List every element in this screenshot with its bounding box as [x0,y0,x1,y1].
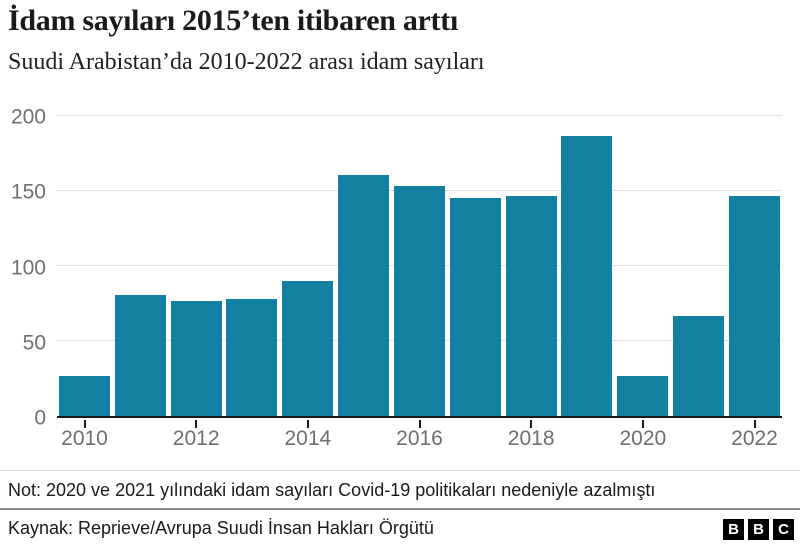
chart-title: İdam sayıları 2015’ten itibaren arttı [8,4,458,37]
bar-2018 [505,196,557,416]
bar-2015 [338,175,390,416]
x-axis-tick-2010 [83,420,86,428]
x-axis-tick-2012 [195,420,198,428]
bbc-logo-block-b: B [723,519,744,540]
bar-2021 [673,315,725,416]
footer: Kaynak: Reprieve/Avrupa Suudi İnsan Hakl… [0,510,800,547]
bar-2022 [728,196,780,416]
bbc-logo-block-c: C [773,519,794,540]
source-text: Kaynak: Reprieve/Avrupa Suudi İnsan Hakl… [8,518,434,538]
bar-2014 [282,281,334,416]
bar-2010 [59,375,110,416]
y-axis-label-150: 150 [10,180,46,204]
bar-2017 [449,197,501,416]
x-axis-label-2016: 2016 [396,427,443,450]
note-band: Not: 2020 ve 2021 yılındaki idam sayılar… [0,470,800,508]
y-axis-label-100: 100 [10,256,46,279]
x-axis-tick-2014 [306,420,309,428]
bar-2012 [170,300,222,416]
chart-subtitle: Suudi Arabistan’da 2010-2022 arası idam … [8,49,485,75]
x-axis-label-2012: 2012 [172,427,220,450]
x-axis-label-2020: 2020 [619,427,667,450]
bbc-logo: B B C [723,519,794,540]
x-axis-label-2018: 2018 [507,427,555,450]
bar-2011 [114,294,166,416]
x-axis-label-2014: 2014 [284,427,332,450]
plot-area [57,114,782,418]
bar-2013 [226,299,278,416]
x-axis-tick-2016 [418,420,421,428]
x-axis-tick-2020 [641,420,644,428]
bbc-logo-block-b: B [748,519,769,540]
bar-2019 [561,136,613,416]
y-axis-label-200: 200 [10,105,46,129]
bars-group [59,117,780,416]
note-text: Not: 2020 ve 2021 yılındaki idam sayılar… [8,480,656,500]
footer-divider [0,508,800,510]
y-axis-label-50: 50 [22,331,46,355]
x-axis-tick-2018 [530,420,533,428]
bar-2020 [617,375,669,416]
gridline-200 [57,114,782,116]
x-axis-tick-2022 [753,420,756,428]
bar-2016 [393,185,445,416]
x-axis-label-2022: 2022 [731,427,778,450]
x-axis-label-2010: 2010 [61,427,108,450]
y-axis-label-0: 0 [34,406,46,430]
